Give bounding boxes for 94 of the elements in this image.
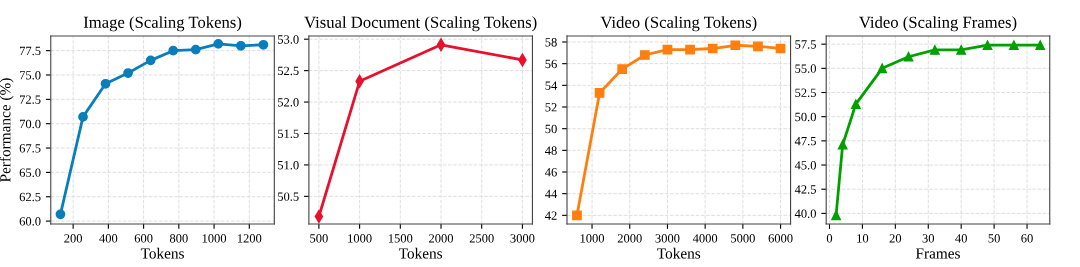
y-axis-title: Performance (%) bbox=[0, 78, 14, 182]
y-tick-label: 54 bbox=[545, 81, 558, 90]
y-tick-label: 50 bbox=[545, 124, 557, 134]
x-tick-label: 6000 bbox=[768, 234, 793, 243]
point bbox=[850, 99, 861, 109]
x-tick-label: 600 bbox=[134, 234, 153, 243]
x-tick-label: 500 bbox=[310, 234, 328, 243]
point bbox=[877, 63, 888, 74]
y-tick-label: 72.5 bbox=[19, 95, 41, 104]
y-tick-label: 55.0 bbox=[795, 64, 816, 73]
x-tick-label: 200 bbox=[64, 234, 83, 243]
y-tick-label: 51.5 bbox=[278, 129, 299, 138]
y-tick-label: 58 bbox=[545, 38, 557, 47]
x-tick-label: 40 bbox=[955, 234, 967, 243]
chart-title: Video (Scaling Frames) bbox=[859, 16, 1017, 32]
y-tick-label: 42 bbox=[545, 211, 557, 220]
point bbox=[572, 210, 582, 221]
x-tick-label: 1000 bbox=[202, 234, 227, 243]
y-tick-label: 52.0 bbox=[278, 98, 299, 107]
x-tick-label: 1500 bbox=[388, 234, 413, 243]
point bbox=[903, 51, 914, 62]
x-tick-label: 0 bbox=[826, 234, 833, 243]
x-axis-title: Tokens bbox=[657, 247, 701, 259]
x-tick-label: 5000 bbox=[731, 234, 755, 243]
y-tick-label: 42.5 bbox=[794, 185, 816, 194]
y-tick-label: 44 bbox=[545, 189, 558, 199]
chart-title: Video (Scaling Tokens) bbox=[600, 16, 757, 32]
y-tick-label: 70.0 bbox=[19, 119, 41, 129]
point bbox=[145, 55, 156, 66]
point bbox=[123, 68, 133, 78]
point bbox=[168, 45, 179, 56]
y-tick-label: 45.0 bbox=[794, 161, 816, 170]
x-axis-title: Tokens bbox=[398, 247, 443, 259]
point bbox=[1035, 40, 1046, 50]
point bbox=[235, 40, 246, 51]
x-tick-label: 50 bbox=[988, 234, 1000, 243]
y-tick-label: 57.5 bbox=[795, 40, 816, 49]
point bbox=[982, 40, 993, 50]
point bbox=[707, 43, 718, 54]
y-tick-label: 51.0 bbox=[278, 160, 299, 170]
point bbox=[594, 88, 605, 98]
x-tick-label: 4000 bbox=[692, 234, 718, 243]
y-tick-label: 56 bbox=[545, 59, 557, 69]
y-tick-label: 46 bbox=[545, 168, 557, 177]
y-tick-label: 48 bbox=[545, 146, 557, 155]
point bbox=[831, 210, 841, 221]
point bbox=[685, 44, 695, 55]
point bbox=[617, 64, 628, 74]
y-tick-label: 60.0 bbox=[19, 217, 41, 226]
y-tick-label: 65.0 bbox=[19, 168, 41, 177]
y-tick-label: 50.5 bbox=[278, 192, 299, 201]
x-tick-label: 3000 bbox=[510, 234, 535, 243]
point bbox=[436, 38, 446, 52]
y-tick-label: 67.5 bbox=[19, 144, 41, 153]
y-tick-label: 50.0 bbox=[795, 112, 816, 122]
point bbox=[190, 44, 201, 55]
point bbox=[100, 78, 111, 89]
y-tick-label: 75.0 bbox=[19, 71, 41, 80]
point bbox=[213, 38, 224, 49]
x-tick-label: 400 bbox=[99, 234, 118, 243]
x-tick-label: 60 bbox=[1021, 234, 1033, 243]
point bbox=[837, 139, 848, 150]
x-axis-title: Tokens bbox=[140, 247, 184, 259]
x-tick-label: 30 bbox=[922, 234, 935, 243]
x-tick-label: 1200 bbox=[237, 234, 262, 243]
x-tick-label: 3000 bbox=[655, 234, 680, 243]
x-tick-label: 2500 bbox=[469, 234, 494, 243]
y-tick-label: 40.0 bbox=[794, 209, 816, 218]
y-tick-label: 77.5 bbox=[19, 46, 41, 56]
point bbox=[78, 112, 88, 122]
point bbox=[730, 40, 741, 51]
y-tick-label: 52.5 bbox=[278, 66, 299, 76]
x-tick-label: 800 bbox=[169, 234, 188, 243]
point bbox=[753, 41, 763, 52]
x-axis-title: Frames bbox=[915, 248, 960, 259]
y-tick-label: 47.5 bbox=[794, 136, 816, 146]
point bbox=[956, 45, 967, 55]
point bbox=[929, 45, 940, 55]
x-tick-label: 1000 bbox=[580, 234, 605, 243]
y-tick-label: 62.5 bbox=[19, 192, 41, 202]
y-tick-label: 52 bbox=[545, 103, 557, 112]
y-tick-label: 53.0 bbox=[278, 35, 299, 44]
x-tick-label: 10 bbox=[857, 234, 869, 243]
y-tick-label: 52.5 bbox=[795, 88, 816, 98]
point bbox=[1009, 40, 1019, 50]
point bbox=[55, 209, 66, 220]
point bbox=[258, 39, 269, 50]
x-tick-label: 2000 bbox=[429, 234, 454, 243]
x-tick-label: 1000 bbox=[348, 234, 372, 243]
chart-title: Image (Scaling Tokens) bbox=[83, 16, 242, 32]
x-tick-label: 2000 bbox=[617, 234, 642, 243]
chart-title: Visual Document (Scaling Tokens) bbox=[304, 16, 537, 32]
point bbox=[639, 50, 650, 60]
x-tick-label: 20 bbox=[889, 234, 902, 243]
